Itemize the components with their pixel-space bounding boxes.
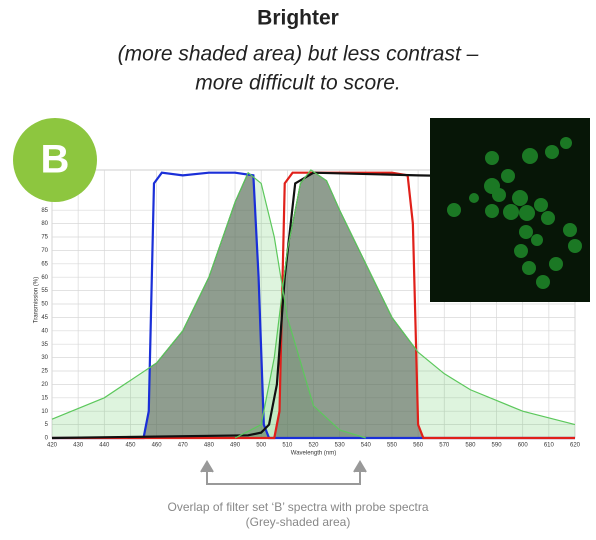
- x-tick-label: 450: [125, 443, 136, 449]
- y-axis-label: Transmission (%): [34, 277, 40, 323]
- x-tick-label: 430: [73, 443, 84, 449]
- y-tick-label: 0: [45, 436, 49, 442]
- y-tick-label: 80: [41, 221, 48, 227]
- x-tick-label: 470: [178, 443, 189, 449]
- spectrum-line: [51, 171, 366, 439]
- x-tick-label: 600: [518, 443, 529, 449]
- y-tick-label: 60: [41, 275, 48, 281]
- spectrum-line: [51, 171, 576, 440]
- caption-line: Overlap of filter set ‘B’ spectra with p…: [168, 500, 429, 514]
- heading: Brighter: [257, 7, 339, 30]
- x-tick-label: 530: [335, 443, 346, 449]
- x-axis-label: Wavelength (nm): [291, 451, 336, 457]
- x-tick-label: 560: [413, 443, 424, 449]
- y-tick-label: 45: [41, 315, 48, 321]
- y-tick-label: 85: [41, 208, 48, 214]
- y-tick-label: 15: [41, 395, 48, 401]
- y-tick-label: 50: [41, 302, 48, 308]
- y-tick-label: 5: [45, 422, 49, 428]
- subtitle-line: (more shaded area) but less contrast –: [118, 43, 479, 66]
- y-tick-label: 25: [41, 369, 48, 375]
- spectrum-line: [234, 169, 576, 439]
- x-tick-label: 590: [492, 443, 503, 449]
- y-tick-label: 30: [41, 355, 48, 361]
- badge-letter: B: [41, 138, 70, 182]
- badge-circle: [13, 118, 97, 202]
- x-tick-label: 610: [544, 443, 555, 449]
- subtitle-line: more difficult to score.: [195, 72, 400, 95]
- arrows: [200, 460, 367, 485]
- y-tick-label: 65: [41, 261, 48, 267]
- spectrum-line: [52, 171, 575, 440]
- x-tick-label: 550: [387, 443, 398, 449]
- x-tick-label: 500: [256, 443, 267, 449]
- y-tick-label: 20: [41, 382, 48, 388]
- y-tick-label: 70: [41, 248, 48, 254]
- x-tick-label: 440: [99, 443, 110, 449]
- x-tick-label: 520: [308, 443, 319, 449]
- x-tick-label: 490: [230, 443, 241, 449]
- y-tick-label: 10: [41, 409, 48, 415]
- x-tick-label: 570: [439, 443, 450, 449]
- y-tick-label: 75: [41, 235, 48, 241]
- x-tick-label: 510: [282, 443, 293, 449]
- x-tick-label: 620: [570, 443, 581, 449]
- x-tick-label: 580: [465, 443, 476, 449]
- x-tick-label: 460: [152, 443, 163, 449]
- x-tick-label: 540: [361, 443, 372, 449]
- spectrum-line: [52, 171, 575, 440]
- caption-line: (Grey-shaded area): [246, 515, 351, 529]
- x-tick-label: 480: [204, 443, 215, 449]
- y-tick-label: 55: [41, 288, 48, 294]
- x-tick-label: 420: [47, 443, 58, 449]
- micrograph: [430, 118, 590, 302]
- y-tick-label: 40: [41, 328, 48, 334]
- y-tick-label: 35: [41, 342, 48, 348]
- cells: [447, 137, 582, 289]
